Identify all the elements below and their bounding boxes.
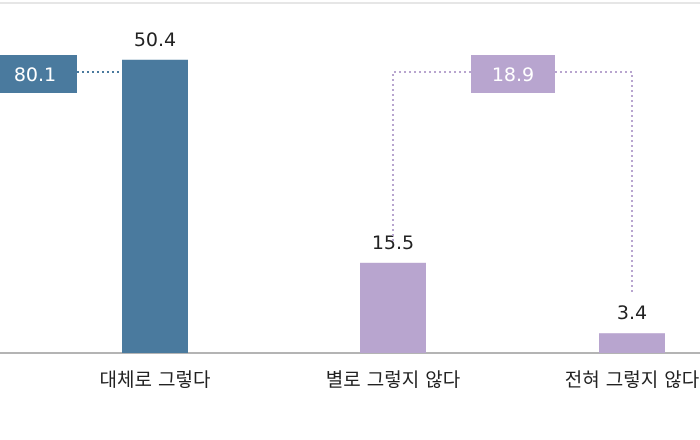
summary-value-negative: 18.9 xyxy=(492,64,534,86)
bar-value-label-1: 15.5 xyxy=(372,232,414,254)
bar-1 xyxy=(360,262,426,353)
bar-0 xyxy=(122,59,188,353)
category-label-0: 대체로 그렇다 xyxy=(100,369,211,391)
category-label-1: 별로 그렇지 않다 xyxy=(326,369,460,391)
bar-2 xyxy=(599,333,665,353)
summary-box-negative xyxy=(471,55,555,93)
summary-connector-negative-left xyxy=(392,71,471,244)
bar-value-label-0: 50.4 xyxy=(134,29,176,51)
summary-box-positive xyxy=(0,55,77,93)
summary-connector-positive xyxy=(77,71,156,110)
bar-value-label-2: 3.4 xyxy=(617,302,647,324)
summary-value-positive: 80.1 xyxy=(14,64,56,86)
summary-connector-negative-right xyxy=(555,71,633,292)
category-label-2: 전혀 그렇지 않다 xyxy=(565,369,699,391)
